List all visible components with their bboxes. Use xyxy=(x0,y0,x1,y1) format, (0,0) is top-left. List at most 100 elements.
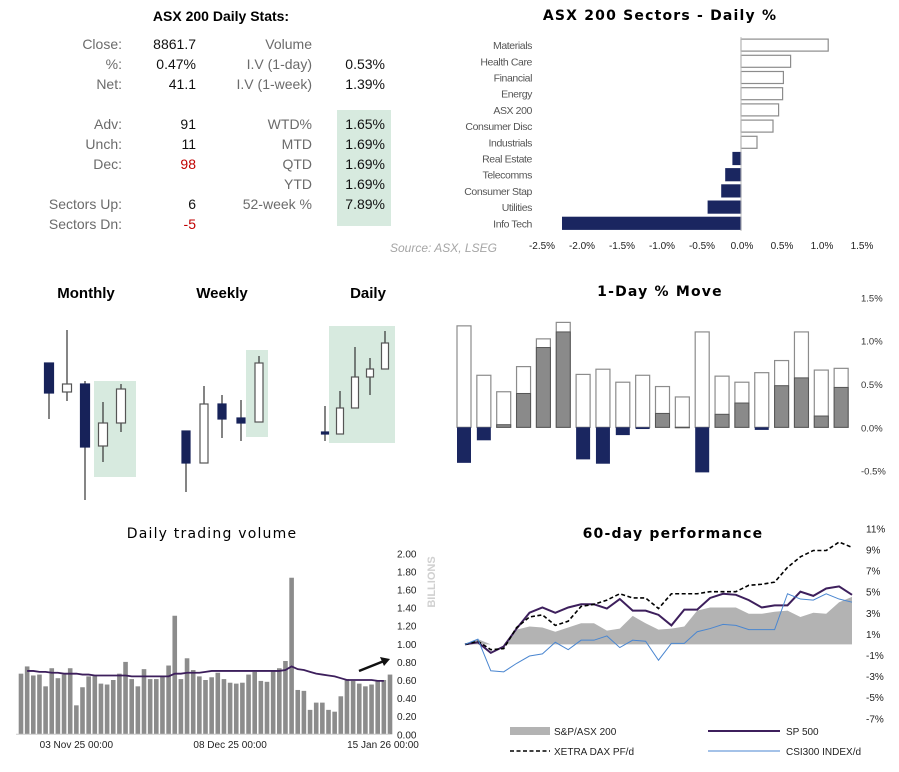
move-bar xyxy=(476,427,491,441)
y-tick-label: -7% xyxy=(866,714,884,725)
stat-value: 98 xyxy=(180,156,196,172)
returns-highlight xyxy=(337,110,391,226)
move-bar xyxy=(833,386,849,428)
volume-bar xyxy=(375,680,380,735)
x-tick-label: 08 Dec 25 00:00 xyxy=(193,740,267,751)
legend-label: XETRA DAX PF/d xyxy=(554,747,634,758)
legend-label: SP 500 xyxy=(786,727,819,738)
stat-label: I.V (1-week) xyxy=(236,76,312,92)
volume-bar xyxy=(190,670,196,735)
volume-bar xyxy=(80,687,85,735)
sector-label: Materials xyxy=(493,40,532,52)
stat-label: %: xyxy=(105,56,122,72)
volume-bar xyxy=(363,686,368,735)
volume-bar xyxy=(350,680,356,735)
volume-bar xyxy=(141,669,147,735)
volume-bar xyxy=(270,670,276,735)
move-bar xyxy=(535,347,551,428)
move-bar xyxy=(457,427,471,463)
source-note: Source: ASX, LSEG xyxy=(390,241,497,255)
volume-bar xyxy=(252,671,257,735)
volume-bar xyxy=(43,686,48,735)
volume-bar xyxy=(104,684,110,735)
stat-label: I.V (1-day) xyxy=(246,56,312,72)
y-tick-label: 11% xyxy=(866,524,885,535)
volume-bar xyxy=(86,676,91,735)
x-tick-label: -2.0% xyxy=(569,241,595,252)
y-tick-label: 1.40 xyxy=(397,604,417,615)
stat-value: 1.65% xyxy=(345,116,385,132)
x-tick-label: -1.0% xyxy=(649,241,675,252)
volume-bar xyxy=(24,666,30,735)
volume-bar xyxy=(320,702,325,735)
series-line xyxy=(464,585,853,655)
x-tick-label: 1.5% xyxy=(851,241,874,252)
volume-bar xyxy=(240,682,245,735)
move-bar xyxy=(734,402,750,428)
stat-value: 1.69% xyxy=(345,176,385,192)
stat-label: Adv: xyxy=(93,116,122,132)
candle-body xyxy=(61,383,73,393)
candle-body xyxy=(43,362,55,394)
volume-bar xyxy=(67,668,73,735)
move-bar xyxy=(555,331,571,428)
candle-body xyxy=(380,342,390,370)
y-tick-label: 9% xyxy=(866,545,881,556)
moving-average-line xyxy=(27,665,384,682)
volume-bar xyxy=(184,658,190,735)
candle-body xyxy=(236,417,246,424)
oneday-title: 1-Day % Move xyxy=(597,284,723,300)
volume-bar xyxy=(326,709,331,735)
volume-bar xyxy=(37,674,42,735)
candle-body xyxy=(79,383,91,448)
volume-bar xyxy=(31,675,36,735)
candle-body xyxy=(254,362,264,423)
move-bar xyxy=(714,413,730,428)
sector-label: Real Estate xyxy=(482,154,532,166)
candle-body xyxy=(217,403,227,420)
volume-title: Daily trading volume xyxy=(126,526,298,542)
move-bar xyxy=(595,427,610,464)
x-tick-label: 0.5% xyxy=(771,241,794,252)
candle-body xyxy=(115,388,127,424)
volume-bar xyxy=(98,683,104,735)
stat-value: 7.89% xyxy=(345,196,385,212)
stat-label: WTD% xyxy=(267,116,312,132)
volume-bar xyxy=(258,680,264,735)
stat-label: MTD xyxy=(281,136,312,152)
y-axis-label: BILLIONS xyxy=(426,556,438,607)
volume-bar xyxy=(215,672,221,735)
stat-value: 1.39% xyxy=(345,76,385,92)
stats-title: ASX 200 Daily Stats: xyxy=(152,8,290,24)
move-bar xyxy=(655,412,670,428)
sector-label: Financial xyxy=(494,73,532,85)
volume-bar xyxy=(154,679,159,735)
x-tick-label: -2.5% xyxy=(529,241,555,252)
sector-label: Telecomms xyxy=(483,170,533,182)
candle-body xyxy=(320,431,330,435)
volume-bar xyxy=(233,683,239,735)
y-tick-label: 3% xyxy=(866,609,881,620)
stat-value: 8861.7 xyxy=(153,36,196,52)
candle-body xyxy=(335,407,345,435)
x-tick-label: -0.5% xyxy=(689,241,715,252)
monthly-title: Monthly xyxy=(57,285,115,302)
arrow-head-icon xyxy=(380,657,390,666)
stat-label: QTD xyxy=(282,156,312,172)
move-bar xyxy=(695,427,710,473)
y-tick-label: 1.80 xyxy=(397,567,417,578)
y-tick-label: 1.60 xyxy=(397,586,417,597)
volume-bar xyxy=(221,679,227,735)
stat-label: 52-week % xyxy=(242,196,312,212)
sector-label: Health Care xyxy=(480,56,532,68)
volume-bar xyxy=(264,681,270,735)
stat-value: 0.47% xyxy=(156,56,196,72)
y-tick-label: 0.40 xyxy=(397,694,417,705)
y-tick-label: 1.20 xyxy=(397,622,417,633)
series-line xyxy=(464,593,853,673)
